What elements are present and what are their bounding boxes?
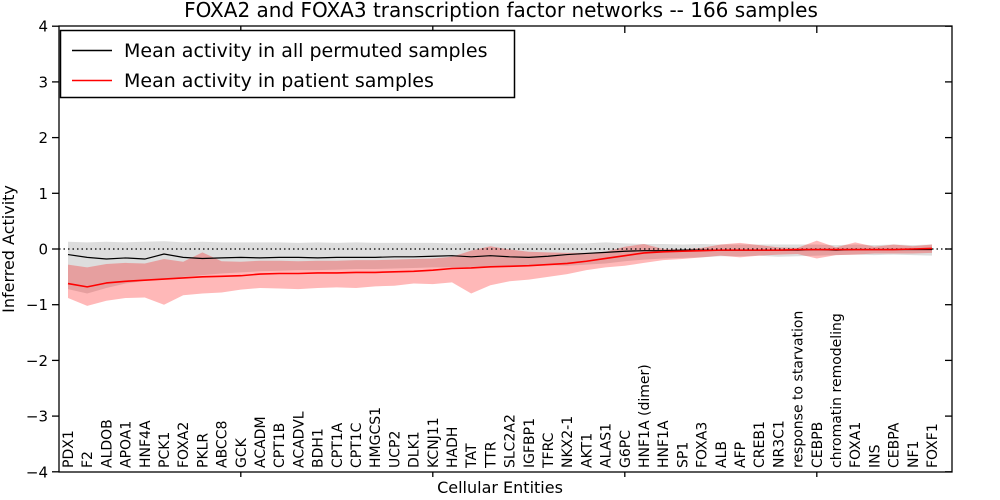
x-category-label: ALAS1: [599, 423, 615, 468]
x-category-label: APOA1: [119, 421, 135, 468]
legend-label-permuted: Mean activity in all permuted samples: [124, 40, 487, 62]
x-category-label: CPT1A: [330, 422, 346, 468]
y-tick-label: 0: [38, 241, 48, 259]
x-category-label: FOXA2: [176, 422, 192, 468]
x-category-label: PCK1: [157, 432, 173, 468]
x-category-label: CEBPB: [810, 422, 826, 468]
x-category-label: NR3C1: [771, 420, 787, 468]
x-category-label: ALDOB: [99, 419, 115, 468]
x-category-label: DLK1: [407, 431, 423, 468]
y-axis-label: Inferred Activity: [0, 185, 18, 313]
x-category-label: response to starvation: [791, 311, 807, 468]
x-category-label: CREB1: [752, 421, 768, 468]
x-category-label: chromatin remodeling: [829, 313, 845, 468]
x-category-label: UCP2: [387, 431, 403, 468]
legend-box: [59, 29, 516, 99]
x-category-label: BDH1: [311, 428, 327, 468]
x-category-label: INS: [867, 444, 883, 468]
x-category-label: HNF1A (dimer): [637, 364, 653, 468]
x-category-label: PDX1: [61, 430, 77, 468]
permuted-confidence-band: [68, 241, 932, 294]
patient-mean-line: [67, 247, 933, 288]
y-tick-label: 1: [38, 185, 48, 203]
x-category-label: ABCC8: [215, 421, 231, 468]
x-category-label: G6PC: [618, 430, 634, 468]
x-category-label: SLC2A2: [503, 414, 519, 468]
x-category-label: SP1: [675, 442, 691, 468]
x-category-label: FOXA3: [695, 422, 711, 468]
x-category-label: ACADM: [253, 416, 269, 468]
x-category-label: CPT1B: [272, 423, 288, 468]
y-tick-label: 3: [38, 73, 48, 91]
x-category-label: PKLR: [195, 433, 211, 468]
x-category-label: KCNJ11: [426, 417, 442, 468]
x-category-label: TTR: [483, 441, 499, 469]
x-category-label: HNF1A: [656, 420, 672, 468]
x-category-label: TFRC: [541, 432, 557, 469]
x-category-label: NKX2-1: [560, 416, 576, 468]
x-category-label: AFP: [733, 442, 749, 468]
y-tick-label: −4: [26, 463, 48, 481]
x-category-label: HMGCS1: [368, 407, 384, 468]
x-category-label: ALB: [714, 441, 730, 468]
x-category-label: FOXA1: [848, 422, 864, 468]
y-tick-label: −2: [26, 352, 48, 370]
x-category-label: IGFBP1: [522, 418, 538, 468]
x-category-label: HNF4A: [138, 420, 154, 468]
x-category-label: AKT1: [579, 433, 595, 468]
x-category-label: FOXF1: [925, 423, 941, 468]
y-tick-label: 4: [38, 18, 48, 36]
x-category-label: CPT1C: [349, 422, 365, 468]
x-category-label: HADH: [445, 427, 461, 468]
x-category-label: ACADVL: [291, 411, 307, 468]
x-category-label: GCK: [234, 437, 250, 468]
y-tick-label: −3: [26, 408, 48, 426]
y-tick-label: −1: [26, 296, 48, 314]
x-category-label: TAT: [464, 443, 480, 469]
y-tick-label: 2: [38, 129, 48, 147]
patient-confidence-band: [68, 240, 932, 306]
x-category-label: NF1: [906, 441, 922, 468]
x-category-label: F2: [80, 451, 96, 468]
x-axis-label: Cellular Entities: [437, 478, 563, 497]
legend: Mean activity in all permuted samples Me…: [59, 29, 516, 99]
x-category-label: CEBPA: [887, 422, 903, 468]
chart-title: FOXA2 and FOXA3 transcription factor net…: [184, 0, 818, 22]
legend-label-patient: Mean activity in patient samples: [124, 70, 434, 92]
